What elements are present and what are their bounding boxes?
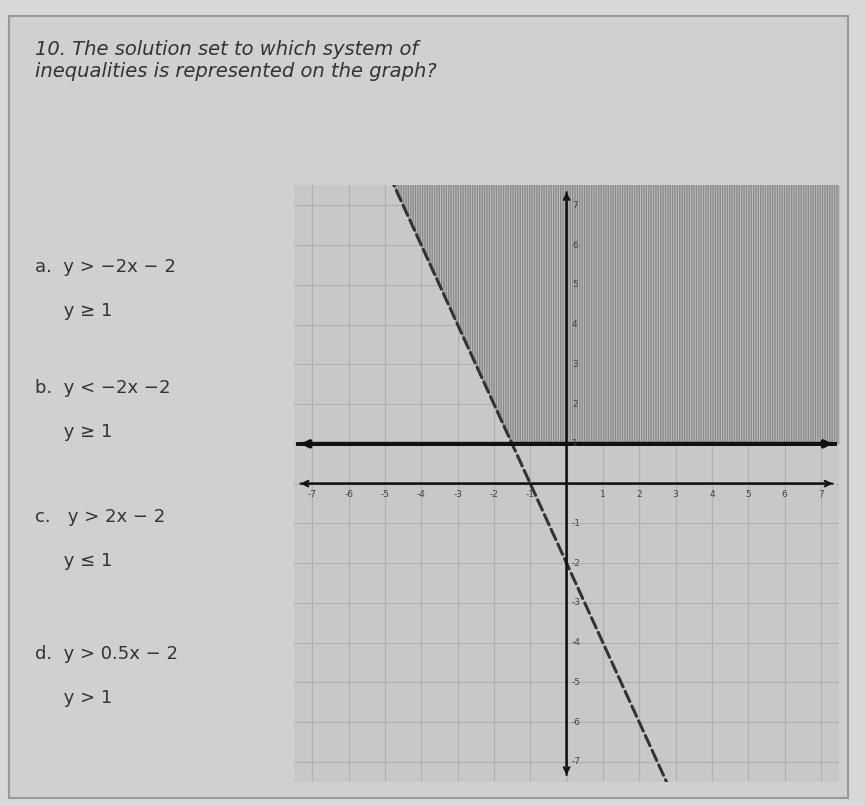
Text: 3: 3 — [572, 359, 578, 369]
Text: 6: 6 — [572, 240, 578, 250]
Text: -4: -4 — [572, 638, 581, 647]
Text: 4: 4 — [572, 320, 578, 329]
Text: -3: -3 — [453, 489, 462, 499]
Text: 1: 1 — [572, 439, 578, 448]
Text: -4: -4 — [417, 489, 426, 499]
Text: y ≥ 1: y ≥ 1 — [35, 423, 112, 441]
Text: 1: 1 — [600, 489, 606, 499]
Text: -6: -6 — [344, 489, 353, 499]
Text: -6: -6 — [572, 717, 581, 727]
Text: 4: 4 — [709, 489, 714, 499]
Text: -2: -2 — [572, 559, 581, 567]
Text: -5: -5 — [381, 489, 389, 499]
Text: 7: 7 — [818, 489, 823, 499]
Text: 3: 3 — [673, 489, 678, 499]
Text: y ≤ 1: y ≤ 1 — [35, 552, 112, 570]
Text: c.   y > 2x − 2: c. y > 2x − 2 — [35, 508, 165, 526]
Text: 5: 5 — [746, 489, 751, 499]
Text: 2: 2 — [637, 489, 642, 499]
Text: -7: -7 — [308, 489, 317, 499]
Text: -5: -5 — [572, 678, 581, 687]
Text: 10. The solution set to which system of
inequalities is represented on the graph: 10. The solution set to which system of … — [35, 40, 436, 81]
Text: 6: 6 — [782, 489, 787, 499]
Text: y ≥ 1: y ≥ 1 — [35, 302, 112, 320]
Text: d.  y > 0.5x − 2: d. y > 0.5x − 2 — [35, 645, 177, 663]
Text: 5: 5 — [572, 280, 578, 289]
Text: a.  y > −2x − 2: a. y > −2x − 2 — [35, 258, 176, 276]
Text: 2: 2 — [572, 400, 578, 409]
Text: -3: -3 — [572, 598, 581, 608]
Text: -2: -2 — [490, 489, 498, 499]
Text: b.  y < −2x −2: b. y < −2x −2 — [35, 379, 170, 397]
Text: 7: 7 — [572, 201, 578, 210]
Text: -1: -1 — [526, 489, 535, 499]
Text: -1: -1 — [572, 519, 581, 528]
Text: -7: -7 — [572, 758, 581, 767]
Text: y > 1: y > 1 — [35, 689, 112, 707]
